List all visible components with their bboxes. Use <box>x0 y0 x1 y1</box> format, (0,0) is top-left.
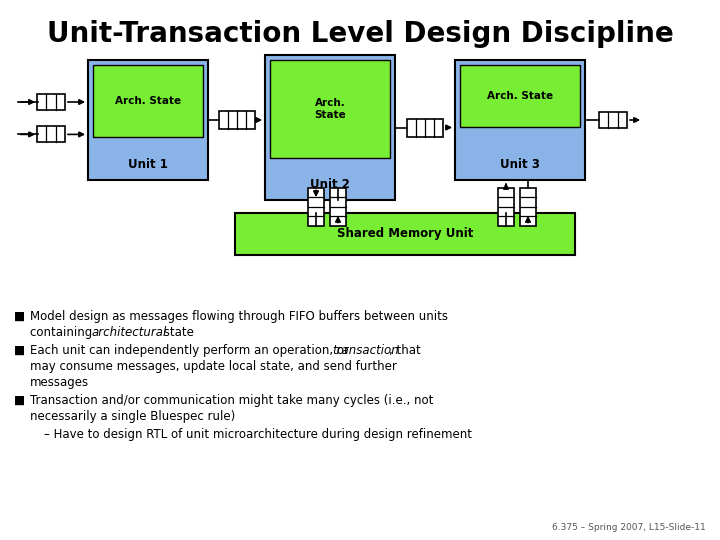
Text: Unit 2: Unit 2 <box>310 178 350 191</box>
Text: Each unit can independently perform an operation, or: Each unit can independently perform an o… <box>30 344 353 357</box>
Bar <box>37 126 65 143</box>
Bar <box>37 94 65 110</box>
Bar <box>218 111 254 129</box>
Text: Arch. State: Arch. State <box>487 91 553 101</box>
Text: transaction: transaction <box>332 344 399 357</box>
Text: Unit 1: Unit 1 <box>128 158 168 171</box>
Text: Unit 3: Unit 3 <box>500 158 540 171</box>
Text: messages: messages <box>30 376 89 389</box>
Text: – Have to design RTL of unit microarchitecture during design refinement: – Have to design RTL of unit microarchit… <box>44 428 472 441</box>
Text: state: state <box>160 326 194 339</box>
Text: necessarily a single Bluespec rule): necessarily a single Bluespec rule) <box>30 410 235 423</box>
Text: Arch.
State: Arch. State <box>314 98 346 120</box>
Bar <box>455 60 585 180</box>
Text: Arch. State: Arch. State <box>115 96 181 106</box>
Text: architectural: architectural <box>92 326 167 339</box>
Bar <box>308 187 324 226</box>
Bar <box>88 60 208 180</box>
Text: Shared Memory Unit: Shared Memory Unit <box>337 227 473 240</box>
Text: may consume messages, update local state, and send further: may consume messages, update local state… <box>30 360 397 373</box>
Bar <box>407 118 443 137</box>
Bar <box>235 213 575 255</box>
Bar <box>520 187 536 226</box>
Text: ■: ■ <box>14 394 25 407</box>
Text: Unit-Transaction Level Design Discipline: Unit-Transaction Level Design Discipline <box>47 20 673 48</box>
Bar <box>460 65 580 127</box>
Bar <box>498 187 514 226</box>
Bar <box>265 55 395 200</box>
Text: , that: , that <box>389 344 420 357</box>
Text: 6.375 – Spring 2007, L15-Slide-11: 6.375 – Spring 2007, L15-Slide-11 <box>552 523 706 532</box>
Bar <box>599 112 627 128</box>
Text: Model design as messages flowing through FIFO buffers between units: Model design as messages flowing through… <box>30 310 448 323</box>
Text: ■: ■ <box>14 344 25 357</box>
Text: containing: containing <box>30 326 96 339</box>
Text: ■: ■ <box>14 310 25 323</box>
Bar <box>270 60 390 158</box>
Bar <box>93 65 203 137</box>
Text: Transaction and/or communication might take many cycles (i.e., not: Transaction and/or communication might t… <box>30 394 433 407</box>
Bar <box>330 187 346 226</box>
